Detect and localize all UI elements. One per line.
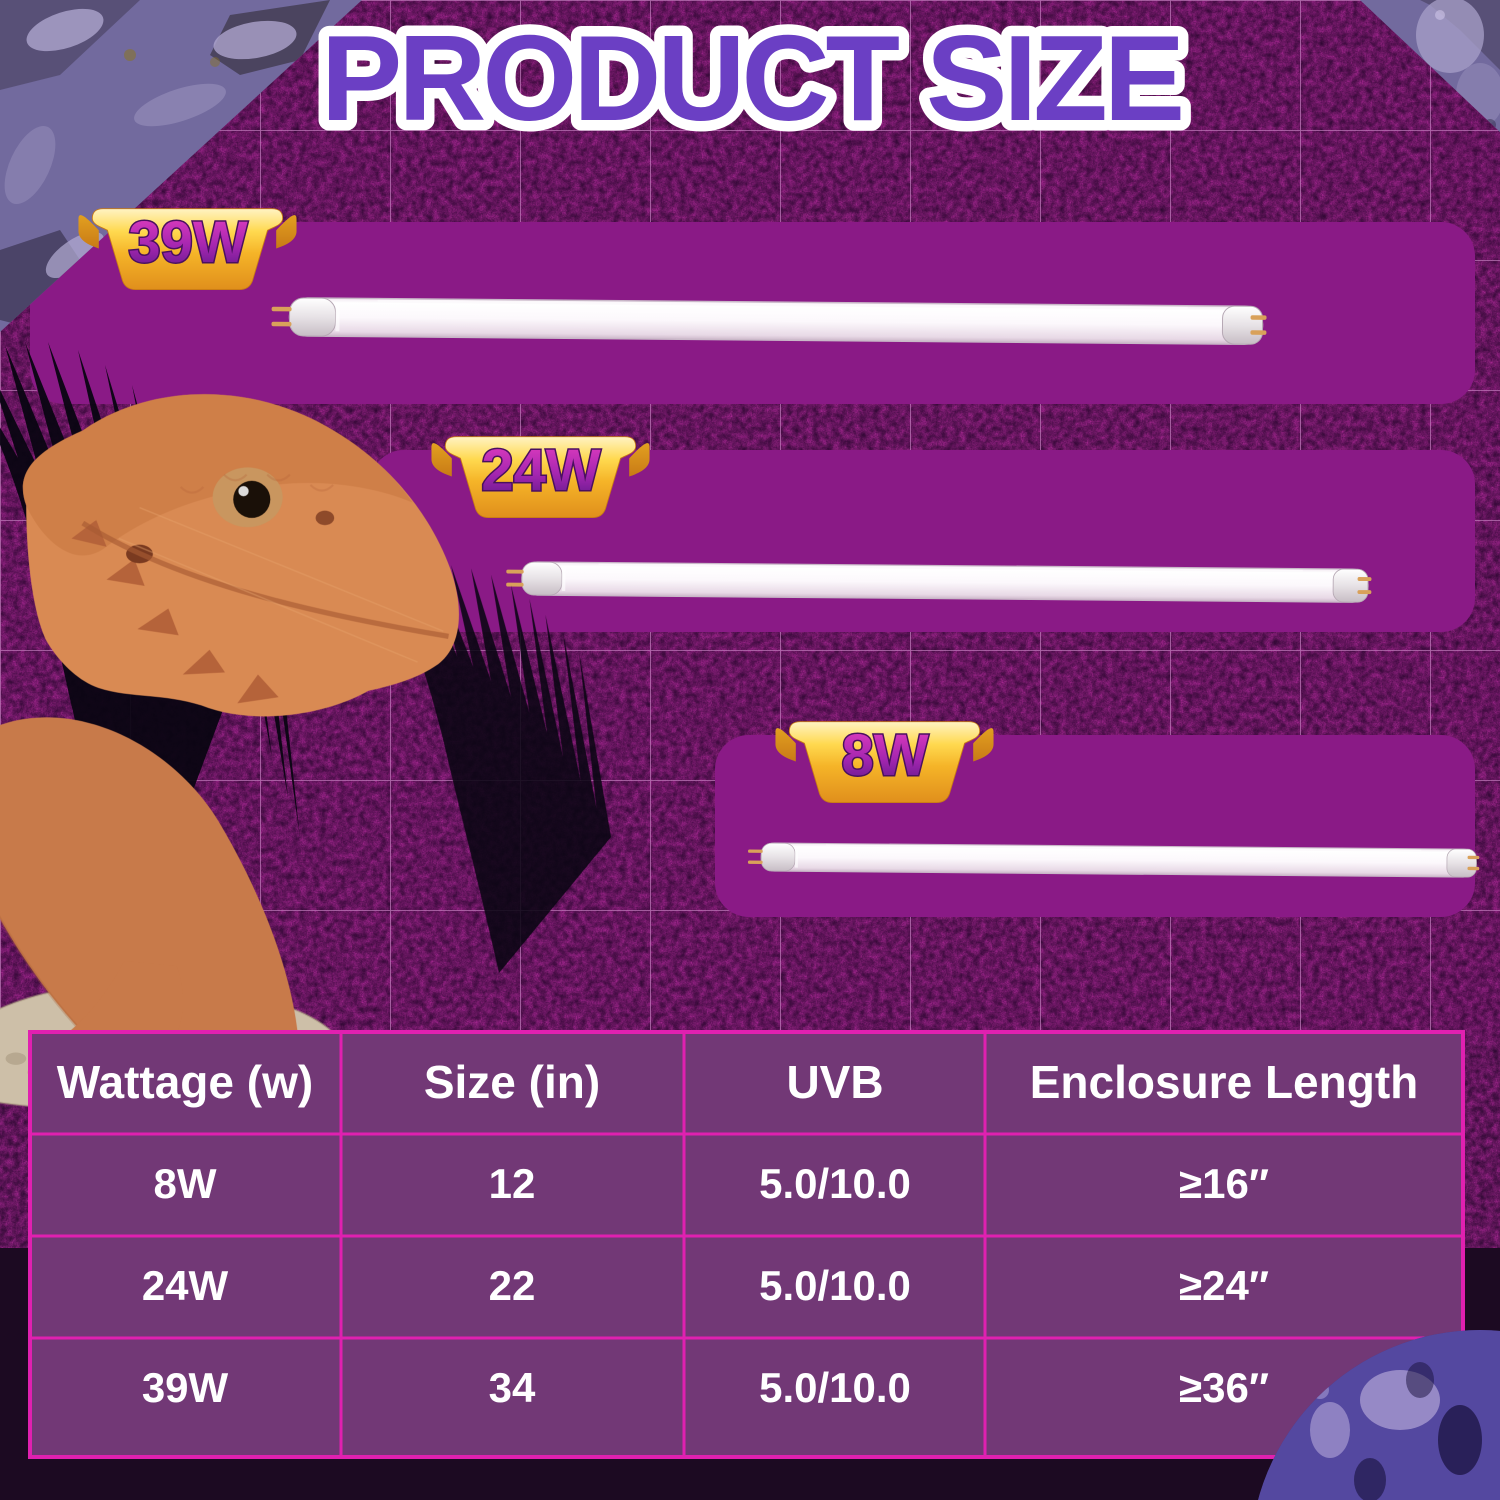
svg-text:≥36″: ≥36″ [1179, 1364, 1269, 1411]
svg-text:39W: 39W [128, 210, 248, 275]
svg-text:≥24″: ≥24″ [1179, 1262, 1269, 1309]
svg-text:5.0/10.0: 5.0/10.0 [759, 1160, 911, 1207]
svg-text:Enclosure Length: Enclosure Length [1030, 1056, 1418, 1108]
svg-text:5.0/10.0: 5.0/10.0 [759, 1262, 911, 1309]
svg-text:8W: 8W [154, 1160, 217, 1207]
svg-text:Wattage (w): Wattage (w) [57, 1056, 313, 1108]
svg-text:Size (in): Size (in) [424, 1056, 600, 1108]
svg-text:39W: 39W [142, 1364, 229, 1411]
svg-text:24W: 24W [142, 1262, 229, 1309]
svg-text:UVB: UVB [786, 1056, 883, 1108]
svg-text:8W: 8W [842, 723, 929, 788]
svg-text:PRODUCT SIZE: PRODUCT SIZE [321, 10, 1181, 146]
svg-text:24W: 24W [481, 438, 601, 503]
svg-text:22: 22 [489, 1262, 536, 1309]
svg-text:34: 34 [489, 1364, 536, 1411]
svg-text:12: 12 [489, 1160, 536, 1207]
svg-text:≥16″: ≥16″ [1179, 1160, 1269, 1207]
svg-text:5.0/10.0: 5.0/10.0 [759, 1364, 911, 1411]
